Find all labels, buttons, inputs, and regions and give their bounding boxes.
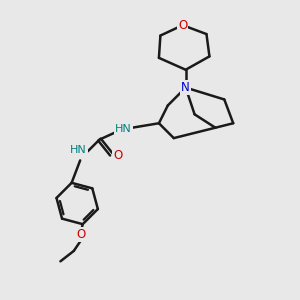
Text: N: N — [181, 81, 190, 94]
Text: O: O — [178, 19, 187, 32]
Text: HN: HN — [115, 124, 132, 134]
Text: HN: HN — [70, 145, 87, 155]
Text: O: O — [113, 149, 122, 162]
Text: O: O — [76, 228, 86, 241]
